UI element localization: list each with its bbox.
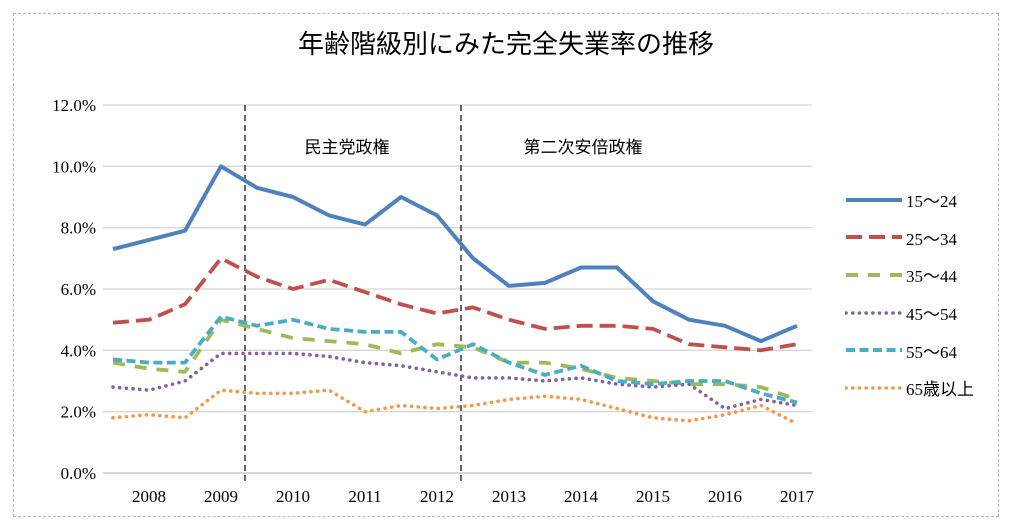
x-axis-tick-label: 2010	[276, 487, 310, 506]
series-line-25〜34	[112, 256, 798, 353]
x-axis-tick-label: 2009	[204, 487, 238, 506]
legend-label: 15〜24	[906, 192, 957, 212]
series-line-35〜44	[112, 317, 798, 402]
x-axis-tick-label: 2011	[348, 487, 381, 506]
legend-item: 25〜34	[845, 219, 974, 257]
legend-item: 35〜44	[845, 256, 974, 294]
legend-line-sample	[845, 310, 903, 315]
era-label-dpj: 民主党政権	[304, 138, 390, 157]
legend-line-sample	[845, 385, 903, 390]
era-label-abe: 第二次安倍政権	[523, 138, 643, 157]
y-axis-tick-label: 6.0%	[61, 280, 96, 299]
y-axis-tick-label: 12.0%	[52, 96, 96, 115]
chart-title: 年齢階級別にみた完全失業率の推移	[297, 30, 714, 59]
legend-line-sample	[846, 348, 902, 353]
x-axis-tick-label: 2012	[420, 487, 454, 506]
legend-item: 15〜24	[845, 181, 974, 219]
y-axis-tick-label: 8.0%	[61, 219, 96, 238]
legend-line-sample	[846, 272, 902, 277]
x-axis-tick-label: 2015	[636, 487, 670, 506]
series-line-65歳以上	[111, 388, 799, 426]
series-line-15〜24	[112, 164, 798, 344]
legend-label: 35〜44	[906, 267, 957, 287]
chart-border	[13, 13, 999, 517]
x-axis-tick-label: 2013	[492, 487, 526, 506]
series-line-55〜64	[112, 314, 798, 405]
legend-line-sample	[846, 197, 902, 202]
chart-legend: 15〜24 25〜34 35〜44 45〜54 55〜64 65歳以上	[845, 181, 974, 407]
legend-label: 65歳以上	[906, 380, 974, 400]
legend-item: 65歳以上	[845, 369, 974, 407]
series-line-45〜54	[111, 351, 799, 411]
x-axis-tick-label: 2014	[564, 487, 599, 506]
y-axis-tick-label: 0.0%	[61, 464, 96, 483]
legend-label: 45〜54	[906, 305, 957, 325]
y-axis-tick-label: 10.0%	[52, 157, 96, 176]
legend-item: 55〜64	[845, 331, 974, 369]
x-axis-tick-label: 2017	[780, 487, 815, 506]
legend-label: 25〜34	[906, 229, 957, 249]
y-axis-tick-label: 4.0%	[61, 341, 96, 360]
legend-item: 45〜54	[845, 294, 974, 332]
x-axis-tick-label: 2016	[708, 487, 742, 506]
y-axis-tick-label: 2.0%	[61, 403, 96, 422]
legend-label: 55〜64	[906, 342, 957, 362]
legend-line-sample	[846, 235, 902, 240]
x-axis-tick-label: 2008	[132, 487, 166, 506]
